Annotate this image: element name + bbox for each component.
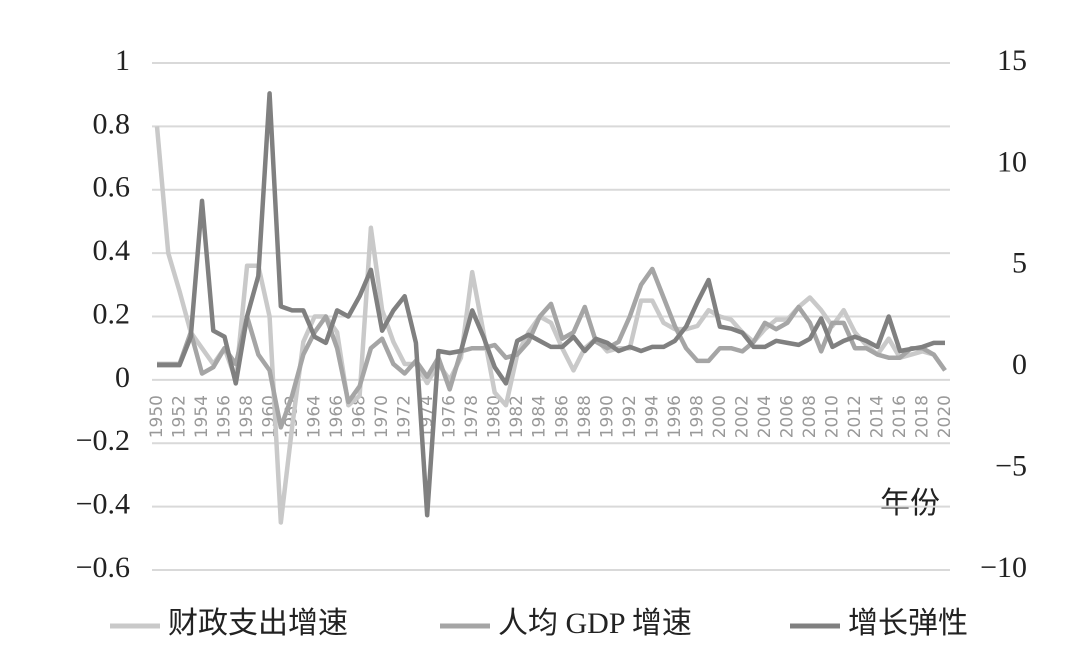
x-tick-label: 2004 bbox=[755, 395, 775, 438]
x-tick-label: 1982 bbox=[507, 395, 527, 438]
y-tick-label: 0.6 bbox=[93, 171, 131, 204]
y-tick-label: 1 bbox=[115, 44, 130, 77]
x-tick-label: 1972 bbox=[395, 395, 415, 438]
x-tick-label: 1988 bbox=[575, 395, 595, 438]
x-tick-label: 1966 bbox=[327, 395, 347, 438]
x-tick-label: 2008 bbox=[800, 395, 820, 438]
x-tick-label: 1958 bbox=[237, 395, 257, 438]
x-tick-label: 1980 bbox=[485, 395, 505, 438]
x-tick-label: 1970 bbox=[372, 395, 392, 438]
x-tick-label: 1954 bbox=[192, 395, 212, 438]
x-tick-label: 1992 bbox=[620, 395, 640, 438]
x-tick-label: 1996 bbox=[665, 395, 685, 438]
series-line bbox=[154, 126, 947, 525]
y-tick-label: 0.8 bbox=[93, 107, 131, 140]
legend-label: 人均 GDP 增速 bbox=[498, 607, 692, 640]
y-tick-label: −0.2 bbox=[76, 424, 130, 457]
y-tick-label: −0.4 bbox=[76, 488, 130, 521]
y-tick-label: 0.4 bbox=[93, 234, 131, 267]
x-tick-label: 2000 bbox=[710, 395, 730, 438]
x-tick-label: 1986 bbox=[552, 395, 572, 438]
legend-label: 增长弹性 bbox=[848, 607, 968, 640]
x-tick-label: 2006 bbox=[777, 395, 797, 438]
series-line bbox=[157, 91, 945, 518]
x-tick-label: 1984 bbox=[530, 395, 550, 438]
y2-tick-label: −10 bbox=[980, 551, 1027, 584]
y2-tick-label: 0 bbox=[1012, 348, 1027, 381]
x-axis-label: 年份 bbox=[880, 487, 940, 520]
x-tick-label: 1976 bbox=[440, 395, 460, 438]
x-tick-label: 1990 bbox=[597, 395, 617, 438]
y-tick-label: 0.2 bbox=[93, 297, 131, 330]
x-tick-label: 2016 bbox=[890, 395, 910, 438]
x-tick-label: 1968 bbox=[350, 395, 370, 438]
y-tick-label: −0.6 bbox=[76, 551, 130, 584]
x-tick-label: 2018 bbox=[912, 395, 932, 438]
x-tick-label: 2010 bbox=[822, 395, 842, 438]
y-tick-label: 0 bbox=[115, 361, 130, 394]
x-tick-label: 2012 bbox=[845, 395, 865, 438]
x-tick-label: 1978 bbox=[462, 395, 482, 438]
x-tick-label: 2020 bbox=[935, 395, 955, 438]
y2-tick-label: 10 bbox=[997, 145, 1027, 178]
legend-label: 财政支出增速 bbox=[168, 607, 348, 640]
x-tick-label: 1950 bbox=[147, 395, 167, 438]
x-tick-label: 1956 bbox=[215, 395, 235, 438]
x-tick-label: 2002 bbox=[732, 395, 752, 438]
y2-tick-label: 15 bbox=[997, 44, 1027, 77]
x-tick-label: 2014 bbox=[867, 395, 887, 438]
x-tick-label: 1998 bbox=[687, 395, 707, 438]
x-tick-label: 1952 bbox=[170, 395, 190, 438]
y2-tick-label: 5 bbox=[1012, 247, 1027, 280]
x-tick-label: 1994 bbox=[642, 395, 662, 438]
y2-tick-label: −5 bbox=[995, 449, 1027, 482]
x-tick-label: 1964 bbox=[305, 395, 325, 438]
